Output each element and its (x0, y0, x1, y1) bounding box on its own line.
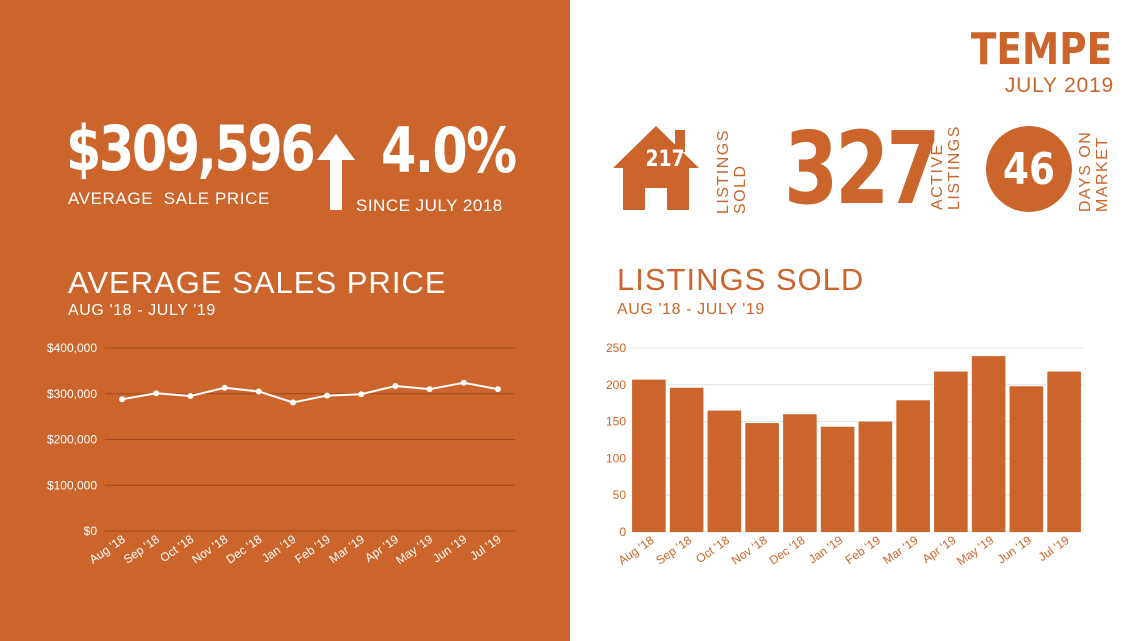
listings-sold-label-line1: LISTINGS (715, 129, 732, 214)
bar (896, 400, 930, 532)
line-series (121, 381, 499, 404)
line-ytick-label: $300,000 (47, 387, 97, 401)
line-xtick-label: Oct '18 (157, 532, 196, 565)
listings-sold-label: LISTINGS SOLD (715, 129, 749, 214)
bar-ytick-label: 0 (619, 525, 626, 539)
line-ytick-label: $200,000 (47, 433, 97, 447)
bar (971, 356, 1006, 532)
bar (745, 423, 779, 532)
city-name: TEMPE (970, 24, 1112, 75)
days-on-market-count: 46 (1002, 144, 1056, 195)
bar-xtick-label: Feb '19 (843, 533, 884, 567)
bar-xtick-label: Dec '18 (767, 533, 808, 568)
line-xtick-label: Sep '18 (121, 532, 162, 567)
bar-xtick-label: Mar '19 (880, 533, 921, 567)
active-listings-label: ACTIVE LISTINGS (929, 125, 963, 210)
line-xtick-label: Nov '18 (189, 532, 230, 567)
days-on-market-label: DAYS ON MARKET (1077, 131, 1111, 212)
line-point (392, 382, 399, 389)
bar (820, 426, 855, 532)
line-xtick-label: May '19 (393, 532, 435, 568)
bar (1047, 371, 1081, 532)
bar-xtick-label: Apr '19 (920, 533, 959, 566)
average-sales-price-subtitle: AUG '18 - JULY '19 (68, 302, 216, 319)
line-point (460, 379, 467, 386)
line-point (426, 386, 433, 393)
listings-sold-title: LISTINGS SOLD (617, 262, 865, 297)
line-xtick-label: Mar '19 (326, 532, 367, 566)
line-ytick-label: $100,000 (47, 478, 97, 492)
change-percent: 4.0% (381, 114, 517, 187)
line-ytick-label: $400,000 (47, 341, 97, 355)
bar (669, 387, 704, 532)
active-listings-count: 327 (784, 110, 941, 227)
active-listings-label-line1: ACTIVE (929, 143, 946, 210)
bar-xtick-label: Jan '19 (806, 533, 846, 567)
bar (1009, 386, 1044, 532)
bar-xtick-label: Nov '18 (729, 533, 770, 568)
bar-ytick-label: 200 (606, 378, 626, 392)
bar-ytick-label: 50 (613, 488, 627, 502)
bar-xtick-label: Jul '19 (1036, 533, 1072, 564)
bar-xtick-label: Oct '18 (693, 533, 732, 566)
bar-ytick-label: 100 (606, 451, 626, 465)
bar (783, 414, 817, 532)
line-point (324, 392, 331, 399)
average-sale-price: $309,596 (66, 112, 316, 185)
average-sale-price-label: AVERAGE SALE PRICE (68, 189, 270, 208)
bar (934, 371, 968, 532)
days-on-market-label-line2: MARKET (1094, 136, 1111, 212)
right-panel (570, 0, 1140, 641)
line-xtick-label: Jan '19 (259, 532, 299, 566)
line-point (119, 396, 126, 403)
days-on-market-circle (986, 126, 1072, 212)
line-point (494, 386, 501, 393)
bar-xtick-label: Jun '19 (995, 533, 1035, 567)
days-on-market-label-line1: DAYS ON (1077, 130, 1094, 212)
line-point (255, 388, 262, 395)
bar (858, 421, 893, 532)
bar-xtick-label: Sep '18 (653, 533, 694, 568)
line-point (153, 390, 160, 397)
bar-xtick-label: May '19 (954, 533, 996, 569)
bar (632, 379, 666, 532)
left-panel (0, 0, 570, 641)
line-xtick-label: Jun '19 (430, 532, 470, 566)
house-icon (613, 124, 699, 215)
average-sales-price-title: AVERAGE SALES PRICE (68, 265, 447, 300)
line-point (358, 391, 365, 398)
line-xtick-label: Feb '19 (292, 532, 333, 566)
line-point (221, 384, 228, 391)
report-month: JULY 2019 (1004, 74, 1114, 97)
line-point (289, 399, 296, 406)
line-ytick-label: $0 (84, 524, 98, 538)
bar-ytick-label: 250 (606, 341, 626, 355)
listings-sold-count: 217 (645, 147, 685, 172)
bar-ytick-label: 150 (606, 415, 626, 429)
line-xtick-label: Jul '19 (468, 532, 504, 563)
line-xtick-label: Dec '18 (223, 532, 264, 567)
change-label: SINCE JULY 2018 (356, 196, 503, 215)
active-listings-label-line2: LISTINGS (946, 125, 963, 210)
up-arrow-icon (317, 134, 355, 215)
listings-sold-label-line2: SOLD (732, 164, 749, 214)
listings-sold-subtitle: AUG '18 - JULY '19 (617, 301, 765, 318)
bar (707, 410, 742, 532)
line-point (187, 393, 194, 400)
